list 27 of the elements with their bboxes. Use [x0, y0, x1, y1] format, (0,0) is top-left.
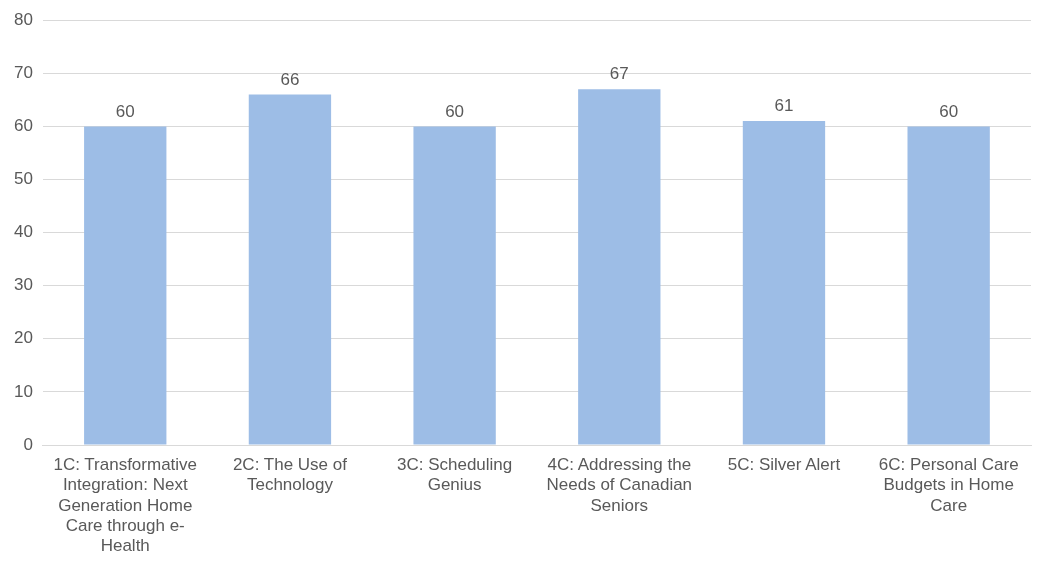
data-label: 60	[115, 101, 135, 121]
y-tick-label: 70	[13, 62, 33, 82]
y-tick-label: 30	[13, 275, 33, 295]
x-tick-label: 3C: Scheduling Genius	[396, 454, 513, 495]
data-label: 66	[280, 69, 300, 89]
x-tick-label: 6C: Personal Care Budgets in Home Care	[878, 454, 1019, 515]
y-tick-label: 40	[13, 222, 33, 242]
bar	[248, 94, 332, 445]
bar	[413, 126, 496, 445]
x-tick-label: 5C: Silver Alert	[727, 454, 841, 474]
bar	[907, 126, 990, 445]
y-tick-label: 20	[13, 328, 33, 348]
y-tick-label: 0	[23, 434, 33, 454]
data-label: 60	[445, 101, 465, 121]
y-tick-label: 10	[13, 381, 33, 401]
y-tick-label: 80	[13, 9, 33, 29]
data-label: 67	[609, 64, 629, 84]
x-tick-label: 1C: Transformative Integration: Next Generation Home Care through e-Health	[53, 454, 198, 556]
y-tick-label: 50	[13, 169, 33, 189]
bar	[84, 126, 167, 445]
data-label: 61	[774, 96, 794, 116]
data-label: 60	[939, 101, 959, 121]
x-tick-label: 2C: The Use of Technology	[232, 454, 348, 495]
y-tick-label: 60	[13, 116, 33, 136]
x-tick-label: 4C: Addressing the Needs of Canadian Seniors	[546, 454, 693, 515]
bar	[578, 89, 661, 445]
bar	[742, 121, 826, 445]
